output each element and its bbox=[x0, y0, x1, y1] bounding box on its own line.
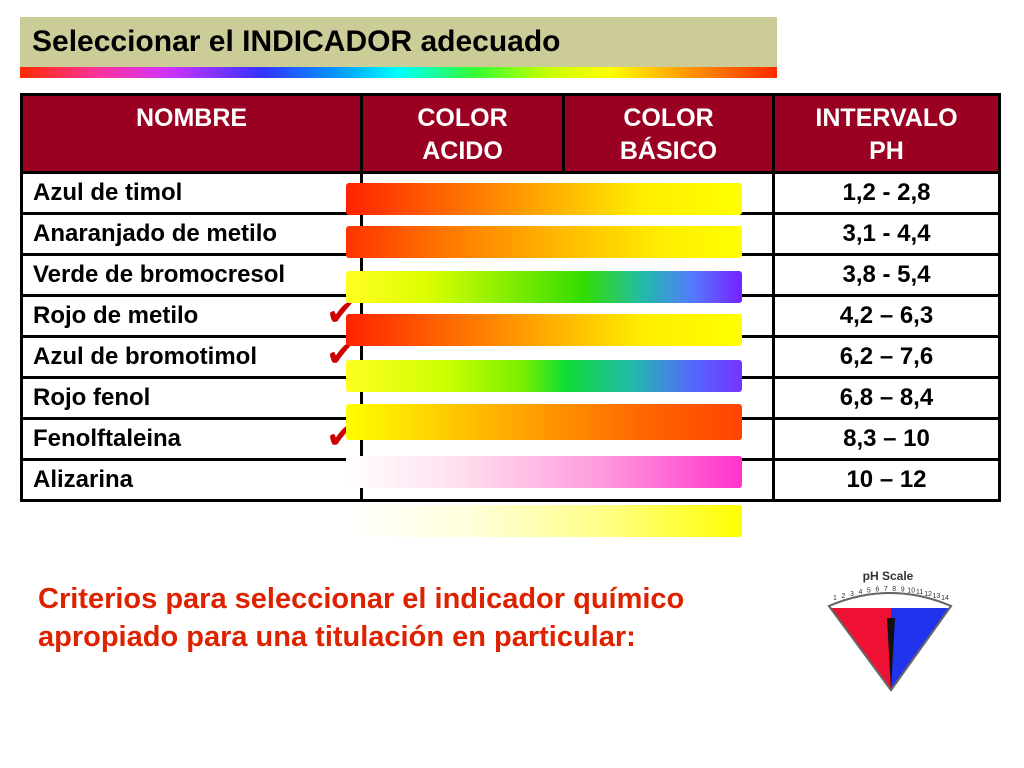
indicator-name: Azul de bromotimol ✔ bbox=[20, 334, 363, 379]
indicator-name: Fenolftaleina ✔ bbox=[20, 416, 363, 461]
color-bar-rojo-fenol bbox=[346, 404, 742, 440]
ph-scale-tick: 9 bbox=[901, 587, 905, 594]
ph-range: 6,2 – 7,6 bbox=[772, 335, 1001, 379]
page-title: Seleccionar el INDICADOR adecuado bbox=[32, 25, 561, 58]
indicator-name: Anaranjado de metilo bbox=[20, 212, 363, 256]
header-name: NOMBRE bbox=[20, 93, 363, 174]
ph-scale-tick: 3 bbox=[850, 591, 854, 598]
color-bar-fenolftaleina bbox=[346, 456, 742, 488]
title-banner: Seleccionar el INDICADOR adecuado bbox=[20, 17, 777, 67]
ph-scale-tick: 1 bbox=[833, 595, 837, 602]
ph-scale-tick: 7 bbox=[884, 586, 888, 593]
indicator-name: Alizarina bbox=[20, 458, 363, 502]
ph-scale-tick: 8 bbox=[892, 586, 896, 593]
color-bar-rojo-de-metilo bbox=[346, 314, 742, 346]
ph-scale-label: pH Scale bbox=[863, 569, 914, 583]
ph-range: 1,2 - 2,8 bbox=[772, 171, 1001, 215]
color-bar-anaranjado-de-metilo bbox=[346, 226, 742, 258]
ph-scale-tick: 6 bbox=[875, 587, 879, 594]
color-bar-azul-de-timol bbox=[346, 183, 742, 215]
ph-scale-tick: 4 bbox=[858, 589, 862, 596]
ph-scale-tick: 13 bbox=[933, 593, 941, 600]
header-basic-color: COLOR BÁSICO bbox=[562, 93, 775, 174]
header-acid-color: COLOR ACIDO bbox=[360, 93, 565, 174]
ph-scale-tick: 10 bbox=[907, 588, 915, 595]
indicator-name: Rojo fenol bbox=[20, 376, 363, 420]
ph-range: 3,8 - 5,4 bbox=[772, 253, 1001, 297]
criteria-text: Criterios para seleccionar el indicador … bbox=[38, 580, 818, 656]
ph-range: 4,2 – 6,3 bbox=[772, 294, 1001, 338]
indicator-name: Rojo de metilo ✔ bbox=[20, 293, 363, 338]
criteria-line-2: apropiado para una titulación en particu… bbox=[38, 621, 636, 653]
color-bar-verde-de-bromocresol bbox=[346, 271, 742, 303]
header-ph-range: INTERVALO PH bbox=[772, 93, 1001, 174]
indicator-name: Azul de timol bbox=[20, 171, 363, 215]
ph-range: 6,8 – 8,4 bbox=[772, 376, 1001, 420]
color-bar-azul-de-bromotimol bbox=[346, 360, 742, 392]
criteria-line-1: Criterios para seleccionar el indicador … bbox=[38, 583, 685, 615]
ph-range: 3,1 - 4,4 bbox=[772, 212, 1001, 256]
ph-range: 8,3 – 10 bbox=[772, 417, 1001, 461]
rainbow-underline bbox=[20, 67, 777, 78]
ph-scale-tick: 12 bbox=[924, 591, 932, 598]
indicator-name: Verde de bromocresol bbox=[20, 253, 363, 297]
ph-scale-tick: 2 bbox=[842, 593, 846, 600]
ph-scale-gauge-icon: pH Scale 1 2 3 4 5 6 7 8 9 10 11 12 13 14 bbox=[827, 569, 953, 692]
table-header-row: NOMBRE COLOR ACIDO COLOR BÁSICO INTERVALO P… bbox=[20, 93, 1001, 174]
ph-range: 10 – 12 bbox=[772, 458, 1001, 502]
ph-scale-tick: 11 bbox=[916, 589, 923, 596]
ph-scale-tick: 5 bbox=[867, 588, 871, 595]
color-bar-alizarina bbox=[346, 505, 742, 537]
ph-scale-tick: 14 bbox=[941, 595, 949, 602]
indicator-table: NOMBRE COLOR ACIDO COLOR BÁSICO INTERVALO P… bbox=[20, 93, 1001, 502]
